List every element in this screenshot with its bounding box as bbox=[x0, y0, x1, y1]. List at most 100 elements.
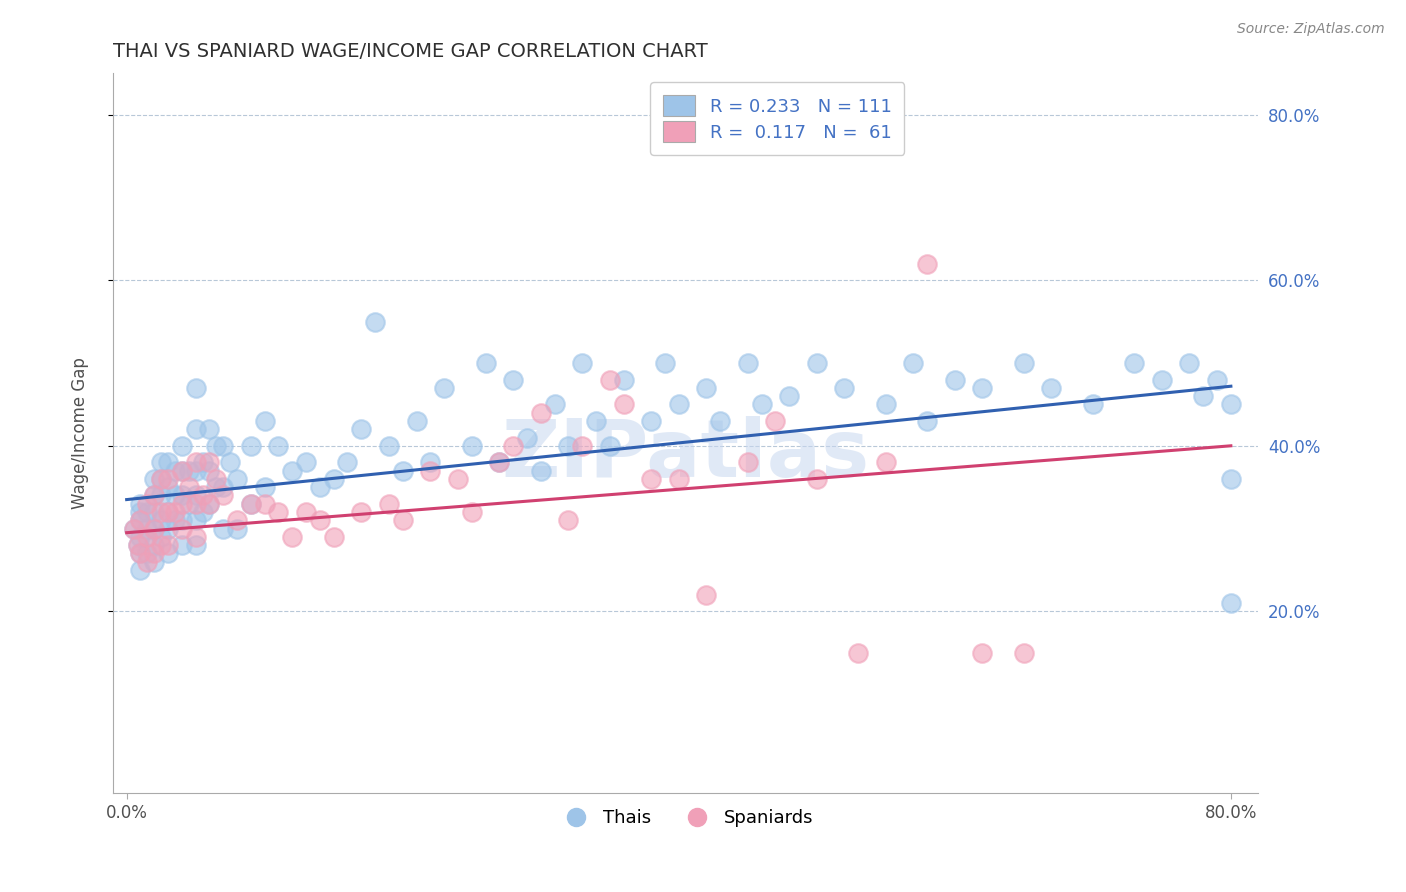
Text: ZIPatlas: ZIPatlas bbox=[502, 416, 870, 494]
Point bbox=[157, 546, 180, 560]
Point bbox=[143, 488, 166, 502]
Point bbox=[163, 488, 186, 502]
Point bbox=[419, 464, 441, 478]
Point bbox=[177, 497, 200, 511]
Point bbox=[170, 497, 193, 511]
Point bbox=[170, 464, 193, 478]
Point bbox=[143, 522, 166, 536]
Point bbox=[903, 356, 925, 370]
Point bbox=[516, 430, 538, 444]
Point bbox=[129, 563, 152, 577]
Point bbox=[143, 522, 166, 536]
Point bbox=[150, 513, 173, 527]
Point bbox=[198, 422, 221, 436]
Point bbox=[267, 439, 290, 453]
Point bbox=[191, 455, 214, 469]
Point bbox=[1081, 397, 1104, 411]
Point bbox=[915, 414, 938, 428]
Point bbox=[737, 455, 759, 469]
Point bbox=[157, 472, 180, 486]
Point bbox=[461, 505, 484, 519]
Point bbox=[122, 522, 145, 536]
Point bbox=[915, 257, 938, 271]
Point bbox=[543, 397, 565, 411]
Point bbox=[1012, 646, 1035, 660]
Point bbox=[391, 513, 413, 527]
Point bbox=[205, 480, 228, 494]
Point bbox=[557, 439, 579, 453]
Point bbox=[226, 522, 249, 536]
Point bbox=[150, 505, 173, 519]
Point bbox=[488, 455, 510, 469]
Point bbox=[668, 397, 690, 411]
Point bbox=[502, 439, 524, 453]
Point bbox=[129, 546, 152, 560]
Point bbox=[191, 488, 214, 502]
Point bbox=[191, 505, 214, 519]
Point bbox=[157, 505, 180, 519]
Point bbox=[177, 464, 200, 478]
Point bbox=[136, 530, 159, 544]
Point bbox=[281, 464, 304, 478]
Point bbox=[143, 538, 166, 552]
Point bbox=[184, 422, 207, 436]
Point bbox=[157, 455, 180, 469]
Point bbox=[129, 546, 152, 560]
Point bbox=[127, 538, 149, 552]
Point bbox=[599, 373, 621, 387]
Point bbox=[309, 480, 332, 494]
Point bbox=[184, 455, 207, 469]
Point bbox=[136, 555, 159, 569]
Point bbox=[571, 356, 593, 370]
Point bbox=[163, 505, 186, 519]
Point bbox=[612, 397, 634, 411]
Point bbox=[585, 414, 607, 428]
Point bbox=[253, 480, 276, 494]
Y-axis label: Wage/Income Gap: Wage/Income Gap bbox=[72, 358, 89, 509]
Point bbox=[170, 488, 193, 502]
Point bbox=[136, 546, 159, 560]
Point bbox=[1150, 373, 1173, 387]
Text: THAI VS SPANIARD WAGE/INCOME GAP CORRELATION CHART: THAI VS SPANIARD WAGE/INCOME GAP CORRELA… bbox=[112, 42, 707, 61]
Point bbox=[184, 530, 207, 544]
Point bbox=[405, 414, 427, 428]
Point bbox=[350, 422, 373, 436]
Point bbox=[219, 455, 242, 469]
Point bbox=[129, 513, 152, 527]
Point bbox=[239, 497, 262, 511]
Point bbox=[1192, 389, 1215, 403]
Point bbox=[695, 588, 717, 602]
Point bbox=[737, 356, 759, 370]
Point bbox=[157, 522, 180, 536]
Point bbox=[461, 439, 484, 453]
Point bbox=[419, 455, 441, 469]
Point bbox=[295, 455, 318, 469]
Point bbox=[226, 472, 249, 486]
Point bbox=[571, 439, 593, 453]
Point bbox=[198, 464, 221, 478]
Point bbox=[322, 530, 344, 544]
Point bbox=[806, 356, 828, 370]
Point bbox=[488, 455, 510, 469]
Point bbox=[640, 472, 662, 486]
Point bbox=[177, 480, 200, 494]
Point bbox=[184, 538, 207, 552]
Point bbox=[136, 522, 159, 536]
Point bbox=[778, 389, 800, 403]
Point bbox=[668, 472, 690, 486]
Point bbox=[157, 480, 180, 494]
Point bbox=[336, 455, 359, 469]
Point bbox=[143, 555, 166, 569]
Point bbox=[170, 513, 193, 527]
Point bbox=[143, 546, 166, 560]
Point bbox=[309, 513, 332, 527]
Point bbox=[447, 472, 470, 486]
Point bbox=[1219, 397, 1241, 411]
Point bbox=[378, 497, 401, 511]
Text: Source: ZipAtlas.com: Source: ZipAtlas.com bbox=[1237, 22, 1385, 37]
Point bbox=[129, 530, 152, 544]
Point bbox=[530, 464, 553, 478]
Point bbox=[253, 497, 276, 511]
Point bbox=[170, 522, 193, 536]
Point bbox=[184, 497, 207, 511]
